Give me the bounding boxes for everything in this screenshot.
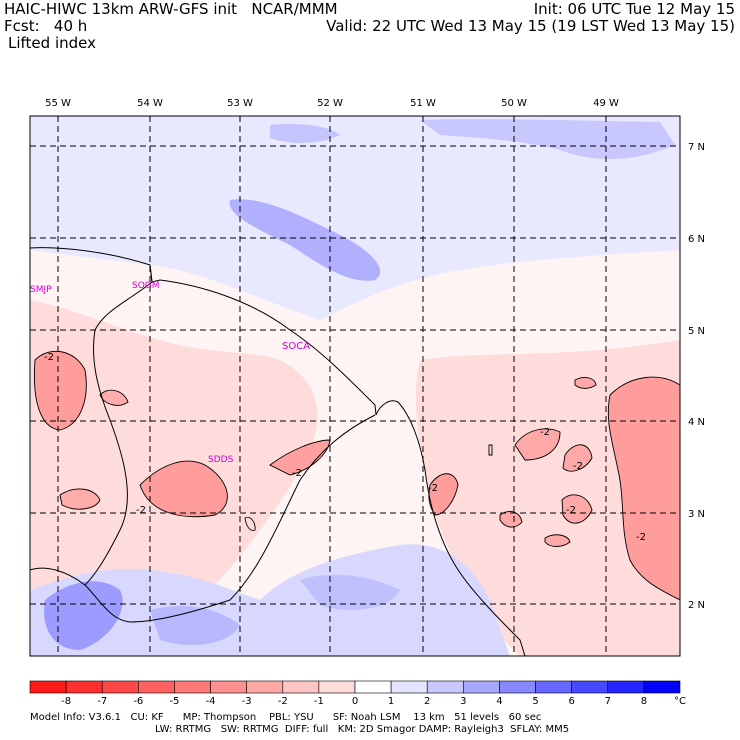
model-info-line-2: LW: RRTMG SW: RRTMG DIFF: full KM: 2D Sm… [155, 724, 570, 735]
lon-label: 55 W [45, 98, 71, 109]
lat-label: 6 N [688, 234, 705, 245]
contour-label: -2 [44, 352, 54, 363]
colorbar-tick-label: -4 [206, 696, 216, 707]
colorbar-swatch [174, 680, 211, 694]
lat-label: 3 N [688, 509, 705, 520]
station-label-sogm: SOGM [132, 281, 160, 291]
colorbar-unit: °C [674, 696, 686, 707]
colorbar-swatch [643, 680, 681, 694]
latitude-labels: 7 N 6 N 5 N 4 N 3 N 2 N [688, 142, 705, 611]
contour-label: -2 [292, 468, 302, 479]
coastline-borders [30, 247, 526, 656]
colorbar-swatch [607, 680, 645, 694]
forecast-hour: Fcst: 40 h [4, 17, 88, 35]
colorbar-tick-label: 7 [605, 696, 611, 707]
lat-label: 7 N [688, 142, 705, 153]
model-title: HAIC-HIWC 13km ARW-GFS init NCAR/MMM [4, 0, 338, 18]
longitude-labels: 55 W 54 W 53 W 52 W 51 W 50 W 49 W [45, 98, 619, 109]
colorbar-tick-label: 6 [568, 696, 574, 707]
contour-label: -2 [540, 427, 550, 438]
lon-label: 49 W [593, 98, 619, 109]
model-info-line-1: Model Info: V3.6.1 CU: KF MP: Thompson P… [30, 712, 542, 723]
colorbar-swatch [354, 680, 392, 694]
colorbar-tick-label: -1 [314, 696, 324, 707]
contour-label: -2 [428, 483, 438, 494]
lat-label: 2 N [688, 600, 705, 611]
lat-lon-grid [30, 116, 680, 656]
colorbar-swatch [499, 680, 536, 694]
station-label-soca: SOCA [282, 341, 310, 352]
lon-label: 52 W [317, 98, 343, 109]
colorbar-swatch [101, 680, 139, 694]
station-labels: SMJP SOGM SOCA SDDS [30, 281, 310, 465]
colorbar-swatch [318, 680, 356, 694]
init-time: Init: 06 UTC Tue 12 May 15 [533, 0, 735, 18]
colorbar-tick-labels: -8 -7 -6 -5 -4 -3 -2 -1 0 1 2 3 4 5 6 7 8 [61, 696, 647, 707]
colorbar-tick-label: -5 [169, 696, 179, 707]
colorbar-tick-label: 3 [460, 696, 466, 707]
colorbar-tick-label: 8 [641, 696, 647, 707]
contour-label: -2 [573, 461, 583, 472]
station-label-smjp: SMJP [30, 285, 52, 295]
lon-label: 50 W [501, 98, 527, 109]
colorbar-tick-label: -6 [133, 696, 143, 707]
colorbar-tick-label: -7 [97, 696, 107, 707]
colorbar-tick-label: 1 [388, 696, 394, 707]
contour-label: -2 [636, 532, 646, 543]
colorbar [29, 680, 681, 694]
colorbar-swatch [571, 680, 609, 694]
colorbar-swatch [463, 680, 500, 694]
map-frame [29, 115, 681, 657]
lon-label: 53 W [227, 98, 253, 109]
field-name: Lifted index [8, 34, 96, 52]
colorbar-swatch [246, 680, 284, 694]
colorbar-swatch [138, 680, 175, 694]
lat-label: 5 N [688, 326, 705, 337]
colorbar-swatch [29, 680, 67, 694]
colorbar-swatch [282, 680, 320, 694]
colorbar-swatch [426, 680, 464, 694]
lat-label: 4 N [688, 417, 705, 428]
colorbar-tick-label: 4 [496, 696, 502, 707]
colorbar-swatch [65, 680, 103, 694]
colorbar-tick-label: -8 [61, 696, 71, 707]
colorbar-swatch [535, 680, 572, 694]
lon-label: 54 W [137, 98, 163, 109]
colorbar-tick-label: -2 [278, 696, 288, 707]
colorbar-tick-label: -3 [242, 696, 252, 707]
lon-label: 51 W [410, 98, 436, 109]
colorbar-swatch [210, 680, 247, 694]
valid-time: Valid: 22 UTC Wed 13 May 15 (19 LST Wed … [326, 17, 735, 35]
colorbar-tick-label: 0 [352, 696, 358, 707]
contour-label: -2 [136, 505, 146, 516]
colorbar-tick-label: 2 [424, 696, 430, 707]
contour-value-labels: -2 -2 -2 -2 -2 -2 -2 -2 [44, 352, 646, 543]
contour-label: -2 [566, 505, 576, 516]
station-label-sdds: SDDS [208, 455, 234, 465]
colorbar-swatch [390, 680, 428, 694]
lifted-index-field [30, 116, 680, 656]
colorbar-tick-label: 5 [532, 696, 538, 707]
